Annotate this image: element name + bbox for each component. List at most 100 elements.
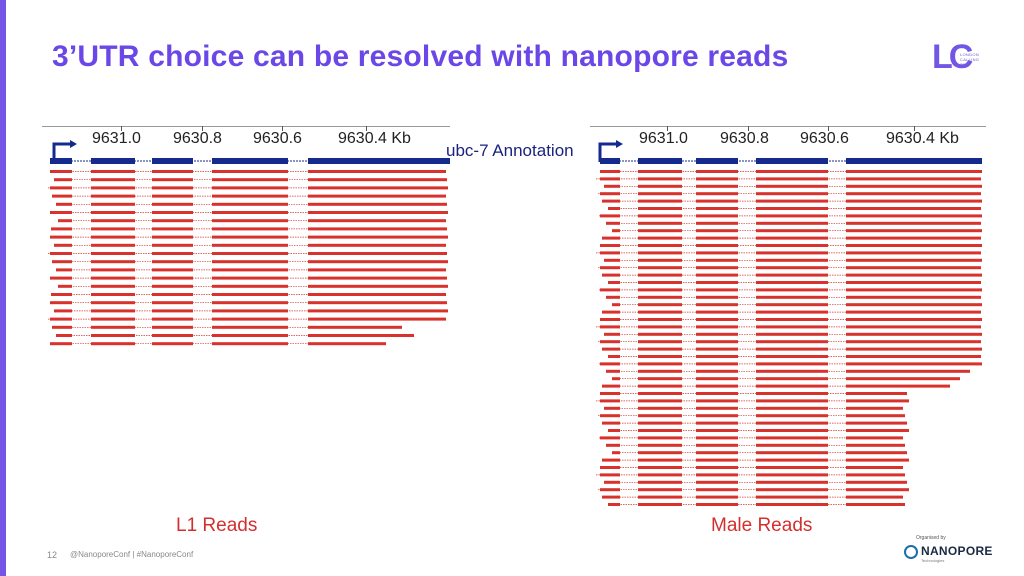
read-exon [638,384,682,388]
read-exon [638,258,682,262]
read-exon [600,244,620,247]
read-exon [638,421,682,425]
genome-ruler: 9631.0 9630.8 9630.6 9630.4 Kb [42,124,450,154]
read-exon [212,170,288,173]
read-exon [638,244,682,247]
read-exon [696,414,738,418]
tss-arrow-icon [52,140,77,162]
read-exon [756,258,828,262]
read-exon [50,301,72,305]
read-exon [846,347,982,351]
read-exon [846,369,970,373]
read-exon [756,251,828,255]
read-exon [756,184,828,188]
read-exon [696,244,738,247]
read-exon [846,377,960,381]
genome-ruler: 9631.0 9630.8 9630.6 9630.4 Kb [590,124,986,154]
read-exon [308,178,447,182]
read-exon [604,332,620,336]
read-exon [638,251,682,255]
read-exon [756,414,828,418]
read-exon [696,480,738,484]
read-exon [696,377,738,381]
read-exon [308,293,446,296]
read-exon [756,503,828,506]
read-exon [756,325,828,329]
read-exon [696,295,738,299]
read-exon [600,251,620,255]
read-exon [696,229,738,233]
read-exon [54,309,72,313]
read-exon [638,429,682,432]
read-exon [51,227,72,231]
read-exon [91,276,135,280]
read-exon [212,342,288,346]
read-exon [696,473,738,477]
read-exon [846,288,982,292]
read-exon [212,334,288,337]
read-exon [600,214,620,218]
read-exon [91,211,135,214]
read-exon [696,347,738,351]
read-exon [756,377,828,381]
annotation-exon [91,158,135,164]
read-exon [91,219,135,223]
read-exon [638,399,682,403]
tick-mark [282,126,283,131]
read-exon [846,384,950,388]
read-exon [756,347,828,351]
tick-label: 9631.0 [92,130,141,147]
read-exon [696,466,738,469]
read-exon [50,170,72,173]
read-exon [91,186,135,190]
read-exon [638,503,682,506]
read-exon [846,451,907,455]
annotation-exon [50,158,72,164]
read-exon [212,186,288,190]
read-exon [152,325,193,329]
read-exon [846,184,982,188]
read-exon [91,170,135,173]
read-exon [638,406,682,410]
read-exon [600,436,620,440]
read-exon [600,318,620,321]
read-exon [608,281,620,284]
read-exon [756,221,828,225]
read-exon [756,288,828,292]
tick-label: 9630.8 [173,130,222,147]
read-exon [600,473,620,477]
read-exon [756,421,828,425]
read-exon [756,295,828,299]
read-exon [756,480,828,484]
read-exon [50,342,72,346]
read-exon [756,399,828,403]
read-exon [212,194,288,198]
l1-reads-caption: L1 Reads [176,515,258,536]
read-exon [846,443,905,447]
read-exon [638,480,682,484]
read-exon [608,207,620,210]
read-exon [846,466,903,469]
read-exon [152,227,193,231]
read-exon [696,266,738,270]
read-exon [846,177,981,181]
read-exon [696,443,738,447]
read-exon [846,303,982,307]
annotation-exon [696,158,738,164]
read-exon [638,355,682,358]
read-exon [152,284,193,288]
read-exon [638,347,682,351]
read-exon [212,227,288,231]
read-exon [756,177,828,181]
read-exon [638,495,682,499]
read-exon [308,219,446,223]
ruler-line [42,126,450,127]
read-exon [696,362,738,366]
read-exon [152,219,193,223]
read-exon [308,342,386,346]
read-exon [606,369,620,373]
read-exon [696,458,738,462]
read-exon [212,260,288,264]
read-exon [756,214,828,218]
read-exon [696,192,738,196]
